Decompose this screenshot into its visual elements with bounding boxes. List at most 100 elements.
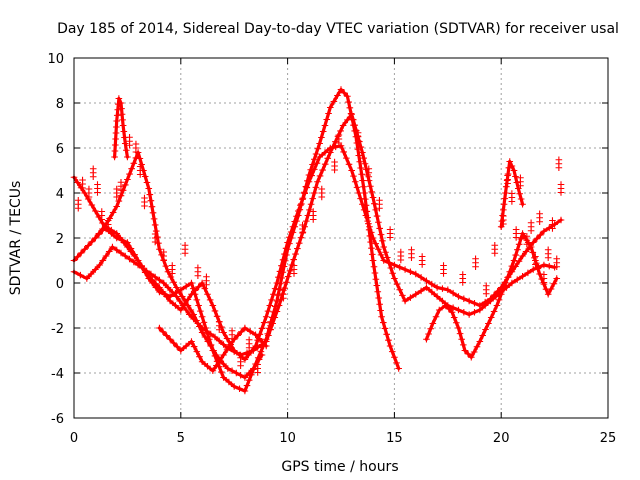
- data-point-marker: [141, 173, 149, 180]
- data-point-marker: [126, 170, 133, 178]
- data-point-marker: [218, 368, 225, 376]
- data-point-marker: [391, 261, 398, 269]
- data-point-marker: [367, 182, 374, 190]
- data-point-marker: [77, 249, 85, 257]
- data-point-marker: [479, 332, 486, 339]
- data-point-marker: [113, 246, 121, 254]
- data-point-marker: [258, 351, 266, 359]
- data-point-marker: [311, 189, 318, 197]
- data-point-marker: [198, 313, 206, 321]
- data-point-marker: [544, 246, 552, 254]
- data-point-marker: [167, 273, 175, 281]
- data-point-marker: [368, 251, 376, 258]
- data-point-marker: [204, 338, 212, 345]
- data-point-marker: [482, 326, 489, 333]
- data-point-marker: [348, 110, 355, 118]
- data-point-marker: [387, 264, 395, 272]
- data-point-marker: [297, 201, 304, 209]
- data-point-marker: [344, 116, 351, 124]
- data-point-marker: [361, 189, 368, 197]
- data-point-marker: [482, 282, 490, 290]
- data-point-marker: [369, 234, 377, 242]
- data-point-marker: [500, 206, 507, 214]
- data-point-marker: [458, 335, 465, 343]
- data-point-marker: [117, 178, 125, 186]
- data-point-marker: [504, 172, 511, 179]
- data-point-marker: [160, 256, 168, 264]
- data-point-marker: [132, 154, 140, 162]
- data-point-marker: [301, 190, 308, 197]
- data-point-marker: [349, 116, 357, 124]
- y-tick-label: -2: [51, 322, 64, 337]
- data-point-marker: [168, 270, 176, 277]
- data-point-marker: [527, 243, 535, 251]
- data-point-marker: [433, 293, 441, 300]
- data-point-marker: [529, 249, 537, 256]
- data-point-marker: [87, 270, 95, 278]
- data-point-marker: [533, 235, 541, 243]
- data-point-marker: [117, 186, 125, 194]
- data-point-marker: [504, 274, 511, 281]
- data-point-marker: [176, 288, 183, 296]
- data-point-marker: [141, 194, 148, 202]
- data-point-marker: [407, 294, 414, 301]
- data-point-marker: [401, 297, 409, 305]
- data-point-marker: [113, 203, 121, 210]
- data-point-marker: [275, 302, 283, 309]
- data-point-marker: [291, 218, 299, 225]
- data-point-marker: [369, 194, 377, 201]
- data-point-marker: [193, 348, 201, 355]
- data-point-marker: [111, 147, 119, 155]
- data-point-marker: [391, 275, 398, 282]
- data-point-marker: [233, 369, 240, 377]
- data-point-marker: [254, 361, 261, 368]
- data-point-marker: [376, 196, 383, 204]
- data-point-marker: [220, 351, 227, 359]
- data-point-marker: [201, 285, 209, 292]
- data-point-marker: [517, 235, 525, 243]
- data-point-marker: [453, 319, 460, 327]
- data-point-marker: [379, 237, 386, 245]
- data-point-marker: [481, 302, 489, 309]
- data-point-marker: [92, 234, 99, 242]
- data-point-marker: [173, 343, 181, 351]
- data-point-marker: [94, 189, 101, 196]
- data-point-marker: [555, 164, 563, 172]
- data-point-marker: [345, 161, 353, 168]
- data-point-marker: [207, 330, 215, 338]
- data-point-marker: [513, 276, 521, 283]
- data-point-marker: [337, 127, 344, 135]
- data-point-marker: [327, 149, 334, 156]
- data-point-marker: [160, 248, 168, 256]
- data-point-marker: [245, 344, 253, 352]
- data-point-marker: [227, 341, 234, 348]
- data-point-marker: [113, 230, 121, 237]
- data-point-marker: [245, 376, 253, 384]
- data-point-marker: [348, 167, 355, 174]
- data-point-marker: [412, 290, 420, 298]
- data-point-marker: [510, 257, 518, 264]
- data-point-marker: [113, 112, 121, 119]
- data-point-marker: [491, 241, 499, 249]
- data-point-marker: [121, 181, 129, 189]
- data-point-marker: [365, 165, 373, 173]
- data-point-marker: [433, 284, 441, 291]
- data-point-marker: [557, 189, 565, 196]
- data-point-marker: [294, 207, 302, 215]
- data-point-marker: [89, 165, 97, 173]
- data-point-marker: [237, 354, 244, 362]
- data-point-marker: [397, 256, 405, 264]
- data-point-marker: [141, 202, 148, 210]
- data-point-marker: [74, 253, 81, 261]
- data-point-marker: [334, 92, 341, 99]
- data-point-marker: [311, 166, 318, 173]
- data-point-marker: [495, 296, 503, 304]
- data-point-marker: [299, 229, 306, 237]
- data-point-marker: [84, 242, 92, 249]
- data-point-marker: [149, 209, 157, 217]
- data-point-marker: [230, 348, 238, 355]
- data-point-marker: [540, 227, 548, 235]
- data-point-marker: [532, 253, 539, 260]
- x-tick-label: 20: [493, 431, 510, 446]
- data-point-marker: [274, 291, 282, 299]
